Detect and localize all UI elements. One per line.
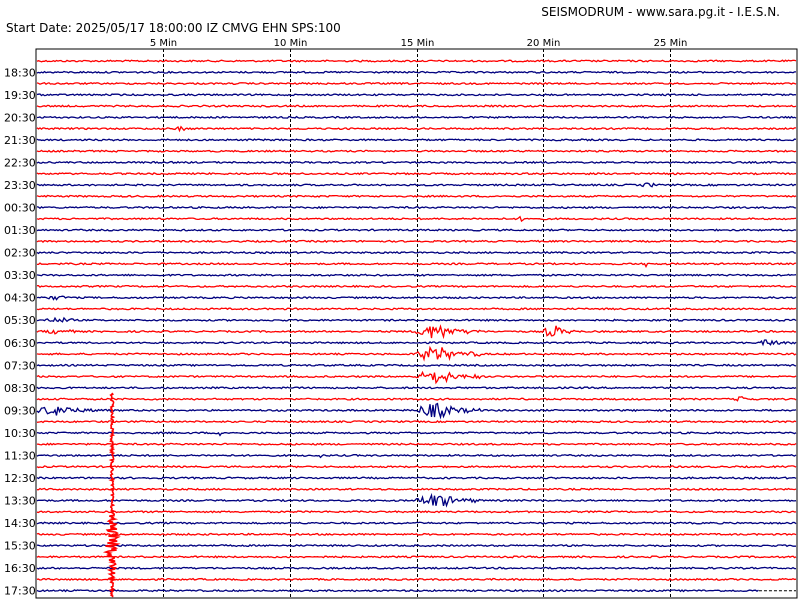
time-row-label: 23:30: [4, 179, 36, 192]
trace-row: [36, 588, 759, 593]
time-row-label: 13:30: [4, 495, 36, 508]
trace-row: [36, 250, 796, 255]
trace-row: [36, 70, 796, 74]
time-row-label: 03:30: [4, 269, 36, 282]
trace-row: [36, 566, 796, 570]
trace-row: [36, 160, 797, 165]
time-row-label: 15:30: [4, 540, 36, 553]
time-row-label: 10:30: [4, 427, 36, 440]
x-tick-labels: 5 Min 10 Min 15 Min 20 Min 25 Min: [150, 38, 687, 49]
trace-row: [36, 239, 797, 243]
trace-row: [36, 532, 797, 536]
time-row-label: 19:30: [4, 89, 36, 102]
trace-row: [36, 476, 797, 480]
trace-row: [37, 487, 797, 491]
time-row-label: 22:30: [4, 156, 36, 169]
time-row-label: 00:30: [4, 202, 36, 215]
trace-row: [36, 138, 797, 142]
time-row-label: 12:30: [4, 472, 36, 485]
trace-row: [37, 262, 797, 269]
trace-row: [36, 104, 797, 108]
trace-row: [36, 228, 797, 232]
trace-row: [36, 81, 797, 86]
trace-row: [36, 492, 797, 508]
trace-row: [36, 453, 797, 459]
trace-row: [36, 205, 797, 210]
time-row-label: 17:30: [4, 585, 36, 598]
trace-row: [36, 555, 797, 559]
plot-frame: [35, 48, 798, 599]
time-row-label: 02:30: [4, 247, 36, 260]
time-row-labels: 18:30 19:30 20:30 21:30 22:30 23:30 00:30 01:30…: [4, 66, 36, 597]
trace-row: [36, 465, 797, 469]
trace-row: [36, 295, 797, 301]
start-date-label: Start Date: 2025/05/17 18:00:00 IZ CMVG …: [6, 21, 341, 35]
trace-row: [36, 149, 797, 153]
trace-row: [36, 125, 796, 133]
time-row-label: 16:30: [4, 562, 36, 575]
trace-row: [36, 182, 797, 188]
trace-row: [36, 115, 797, 120]
trace-row: [36, 215, 797, 223]
x-tick-label: 15 Min: [401, 38, 435, 49]
trace-row: [36, 194, 797, 198]
x-tick-label: 25 Min: [654, 38, 688, 49]
trace-row: [36, 419, 797, 424]
drum-header-title: SEISMODRUM - www.sara.pg.it - I.E.S.N.: [541, 5, 780, 19]
x-tick-label: 5 Min: [150, 38, 177, 49]
trace-row: [36, 402, 797, 420]
trace-row: [36, 345, 797, 362]
time-row-label: 14:30: [4, 517, 36, 530]
trace-row: [36, 316, 797, 323]
time-row-label: 07:30: [4, 359, 36, 372]
trace-row: [36, 543, 797, 548]
time-row-label: 04:30: [4, 292, 36, 305]
trace-row: [36, 577, 797, 582]
time-row-label: 11:30: [4, 449, 36, 462]
seismic-traces: [36, 59, 797, 598]
time-row-label: 08:30: [4, 382, 36, 395]
trace-row: [36, 339, 797, 347]
trace-row: [36, 370, 797, 385]
time-row-label: 20:30: [4, 111, 36, 124]
time-row-label: 01:30: [4, 224, 36, 237]
trace-row: [36, 386, 797, 390]
trace-row: [36, 363, 797, 368]
trace-row: [36, 510, 797, 514]
time-row-label: 09:30: [4, 404, 36, 417]
grid-lines: [35, 48, 798, 599]
trace-row: [36, 431, 797, 437]
trace-row: [36, 307, 797, 311]
time-row-label: 21:30: [4, 134, 36, 147]
trace-row: [36, 521, 797, 525]
trace-row: [36, 59, 797, 63]
trace-row: [37, 284, 797, 289]
time-row-label: 06:30: [4, 337, 36, 350]
trace-row: [36, 171, 797, 176]
trace-row: [36, 395, 797, 402]
time-row-label: 05:30: [4, 314, 36, 327]
trace-row: [36, 324, 797, 340]
time-row-label: 18:30: [4, 66, 36, 79]
trace-row: [36, 93, 797, 97]
x-tick-label: 20 Min: [527, 38, 561, 49]
trace-row: [36, 442, 797, 446]
x-tick-label: 10 Min: [274, 38, 308, 49]
large-event-trace: [102, 392, 121, 598]
trace-row: [36, 273, 797, 277]
